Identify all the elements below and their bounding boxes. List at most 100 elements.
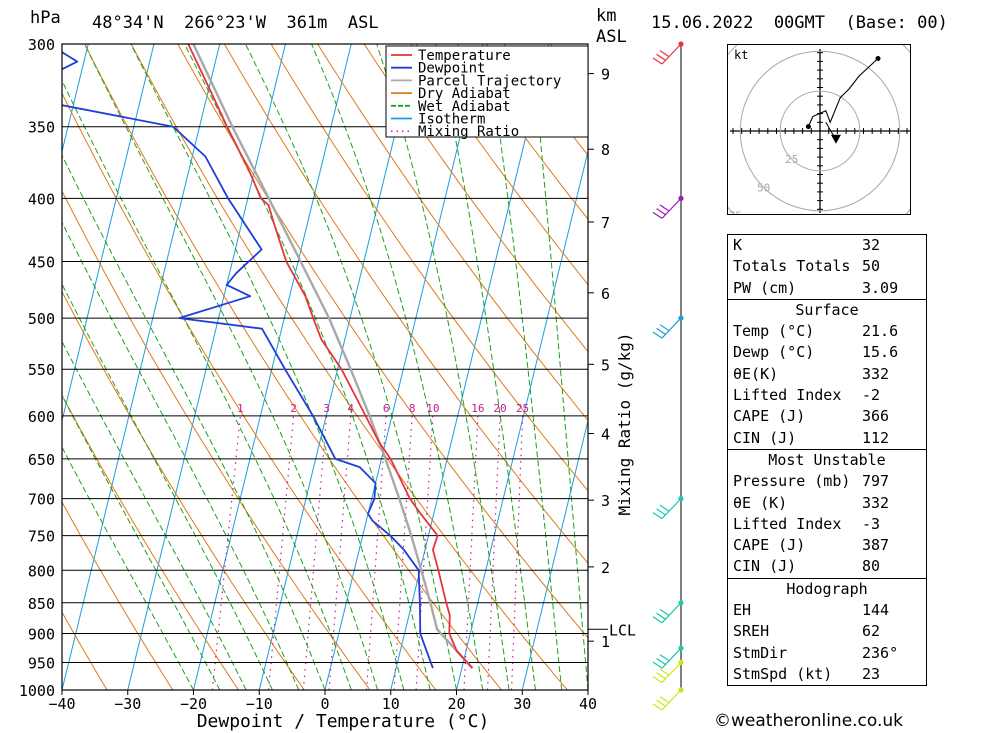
section-title-most-unstable: Most Unstable [768,450,886,469]
legend-entry: Temperature [418,48,511,64]
wind-barb-feather [652,331,663,339]
index-row-pw: PW (cm) 3.09 [728,278,926,299]
wind-barb-feather [659,504,670,512]
wind-barb-feather [652,661,663,669]
pressure-tick-label: 500 [28,310,55,328]
x-tick-label: 0 [320,695,329,713]
hodograph-ring [779,90,861,172]
isotherm-line [324,44,484,690]
x-tick-label: −30 [114,695,141,713]
mixing-ratio-axis-label: Mixing Ratio (g/kg) [615,332,634,515]
wind-barb [652,659,684,683]
index-value: 144 [862,601,890,620]
mixing-ratio-label: 16 [471,402,484,415]
mixing-ratio-line [415,415,434,690]
wind-barb-feather [656,699,666,707]
mixing-ratio-line [211,415,241,690]
index-row-pressure: Pressure (mb) 797 [728,471,926,492]
isotherm-line [390,44,549,690]
section-title-hodograph: Hodograph [786,579,868,598]
wet-adiabat-line [530,44,588,690]
km-tick-label: 9 [601,66,610,84]
wind-barb-feather [656,657,666,665]
mixing-ratio-line [510,415,524,690]
index-row-eh: EH 144 [728,600,926,621]
wind-barb-feather [652,512,663,520]
index-label: EH [733,601,752,620]
isotherm-line [127,44,286,690]
legend-entry: Dewpoint [418,61,485,77]
wind-barb-feather [659,50,670,58]
pressure-tick-label: 450 [28,254,55,272]
mixing-ratio-line [393,415,413,690]
pressure-unit-label: hPa [30,8,61,28]
wet-adiabat-line [62,79,352,690]
wind-barb [652,195,684,219]
wind-barb-feather [652,57,663,65]
index-label: θE (K) [733,493,788,512]
index-value: 797 [862,472,890,491]
index-label: CAPE (J) [733,536,806,555]
index-value: 3.09 [862,278,899,297]
index-row-sreh: SREH 62 [728,621,926,642]
index-value: 32 [862,236,881,254]
pressure-tick-label: 650 [28,451,55,469]
hodograph-ring-label: 25 [785,153,798,166]
index-value: 62 [862,622,881,641]
x-axis-label: Dewpoint / Temperature (°C) [197,711,490,732]
index-label: Temp (°C) [733,322,815,341]
credit-footer[interactable]: ©weatheronline.co.uk [714,711,904,731]
index-row-stmdir: StmDir 236° [728,643,926,664]
isotherm-line [62,44,221,690]
index-row-dewp: Dewp (°C) 15.6 [728,342,926,363]
km-tick-label: 1 [601,633,610,651]
index-row-cape: CAPE (J) 366 [728,406,926,427]
isotherm-line [258,44,418,690]
km-tick-label: 8 [601,141,610,159]
km-tick-label: 6 [601,285,610,303]
dry-adiabat-line [84,44,502,690]
hodograph-ring [739,50,901,212]
pressure-tick-label: 850 [28,595,55,613]
hodograph-startpoint [805,124,811,130]
index-label: θE(K) [733,364,779,383]
dry-adiabat-line [270,44,588,492]
pressure-tick-label: 300 [28,36,55,54]
index-row-thetae: θE (K) 332 [728,493,926,514]
mixing-ratio-label: 4 [347,402,354,415]
dry-adiabat-line [62,501,174,690]
index-value: 236° [862,643,899,662]
lcl-label: LCL [609,621,636,639]
legend-entry: Parcel Trajectory [418,73,561,89]
indices-table: K 32 Totals Totals 50 PW (cm) 3.09 Surface … [727,234,927,687]
index-row-totals: Totals Totals 50 [728,256,926,277]
wind-barb-feather [659,654,670,662]
mixing-ratio-line [302,415,328,690]
isotherm-line [193,44,352,690]
mixing-ratio-label: 2 [290,402,297,415]
wind-barb-feather [652,616,663,624]
index-label: Dewp (°C) [733,343,815,362]
wind-barb [652,315,684,339]
wind-barb-feather [652,703,663,711]
mixing-ratio-label: 8 [409,402,416,415]
pressure-tick-label: 350 [28,119,55,137]
index-row-stmspd: StmSpd (kt) 23 [728,664,926,685]
index-label: SREH [733,622,770,641]
wet-adiabat-line [376,44,510,690]
km-tick-label: 4 [601,426,610,444]
mixing-ratio-label: 25 [516,402,529,415]
index-value: 332 [862,364,890,383]
index-value: 387 [862,536,890,555]
pressure-tick-label: 750 [28,528,55,546]
index-row-thetae: θE(K) 332 [728,364,926,385]
index-label: Lifted Index [733,386,842,405]
hodograph-endpoint [875,56,881,61]
km-unit-label: km [596,6,617,26]
asl-unit-label: ASL [596,27,627,47]
x-tick-label: −10 [246,695,273,713]
wind-barb-feather [659,668,670,676]
index-row-cin: CIN (J) 112 [728,428,926,449]
